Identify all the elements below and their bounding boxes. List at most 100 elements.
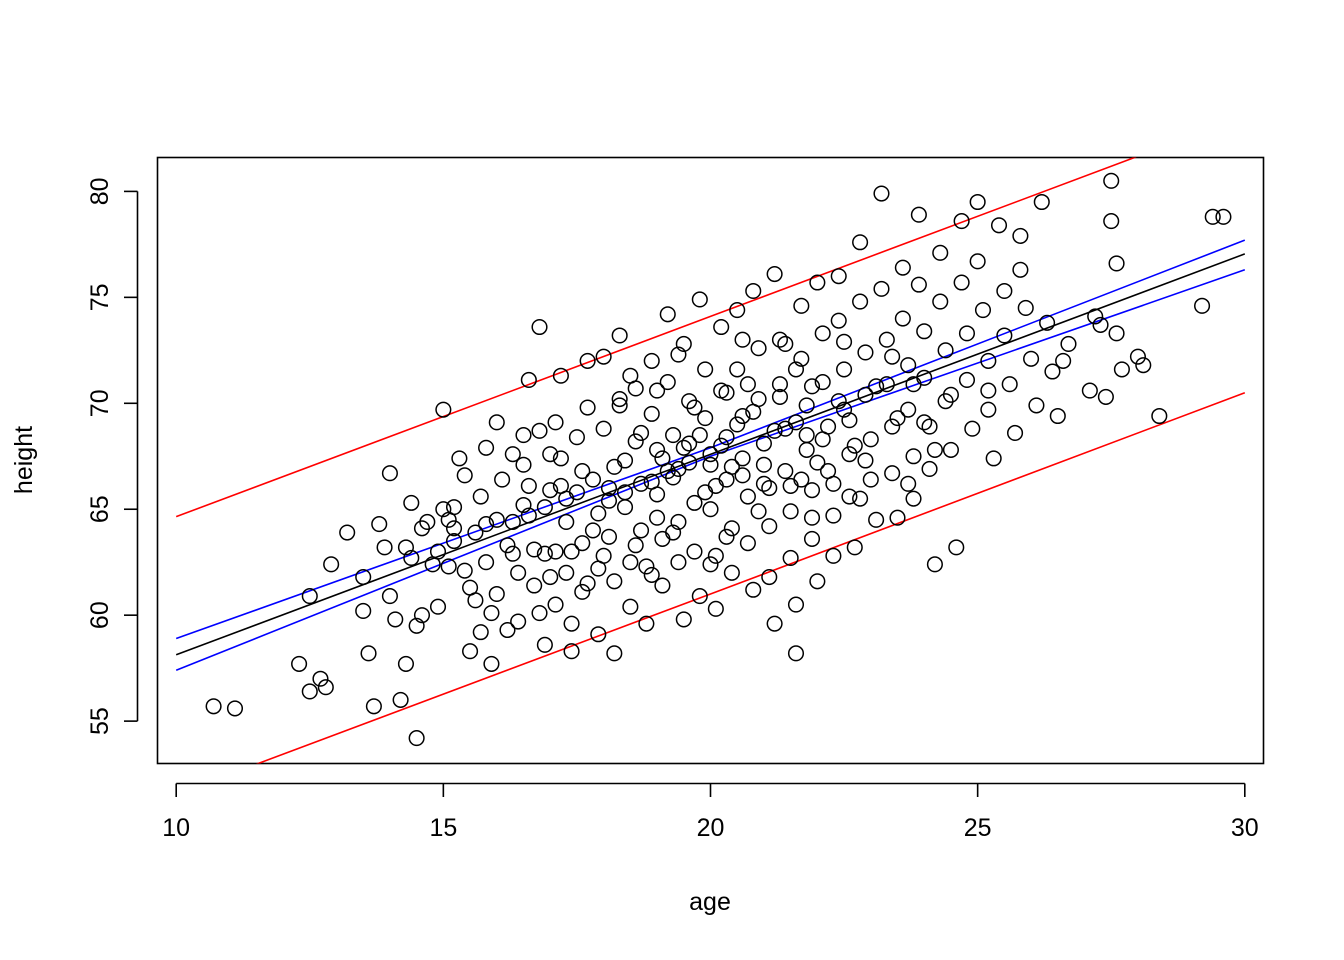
data-point	[606, 458, 623, 475]
data-point	[905, 448, 922, 465]
data-point	[787, 645, 805, 662]
data-point	[787, 361, 805, 378]
data-point	[990, 217, 1008, 234]
data-point	[670, 460, 687, 478]
data-point	[638, 615, 655, 632]
data-point	[718, 528, 735, 545]
data-point	[862, 471, 879, 488]
data-point	[627, 433, 644, 450]
data-point	[825, 475, 842, 492]
data-point	[526, 577, 543, 594]
data-point	[440, 558, 457, 575]
data-point	[659, 306, 676, 323]
data-point	[814, 325, 831, 342]
data-point	[916, 414, 933, 431]
data-point	[707, 547, 724, 564]
data-point	[862, 431, 879, 448]
data-point	[547, 414, 564, 431]
data-point	[665, 469, 682, 486]
data-point	[878, 376, 895, 393]
data-point	[745, 282, 762, 300]
data-point	[456, 562, 473, 579]
data-point	[761, 480, 778, 497]
data-point	[654, 577, 671, 594]
data-point	[739, 535, 756, 552]
data-point	[852, 490, 869, 507]
data-point	[1113, 361, 1130, 378]
data-point	[996, 327, 1013, 344]
data-point	[339, 524, 356, 541]
data-point	[429, 543, 447, 560]
data-point	[681, 435, 698, 452]
data-point	[739, 376, 756, 393]
data-point	[1092, 316, 1109, 333]
data-point	[371, 516, 388, 533]
data-point	[488, 414, 505, 431]
plot-frame	[156, 156, 1265, 765]
data-point	[649, 382, 666, 399]
data-point	[483, 605, 500, 622]
data-point	[702, 501, 719, 518]
data-point	[691, 291, 708, 308]
data-point	[1129, 348, 1146, 365]
data-point	[793, 350, 810, 367]
y-axis-title: height	[10, 426, 38, 494]
y-tick-label: 55	[86, 707, 114, 735]
data-point	[483, 655, 500, 672]
data-point	[1087, 308, 1104, 325]
data-point	[702, 456, 719, 473]
data-point	[574, 583, 591, 600]
data-point	[360, 645, 377, 662]
data-point	[787, 596, 805, 613]
data-point	[408, 617, 425, 634]
data-point	[894, 310, 911, 327]
data-point	[697, 484, 714, 501]
data-point	[697, 410, 714, 427]
data-point	[584, 471, 602, 488]
data-point	[563, 543, 580, 560]
data-point	[1108, 325, 1125, 342]
data-point	[745, 581, 762, 598]
data-point	[574, 535, 591, 552]
data-point	[782, 477, 799, 494]
data-point	[510, 564, 527, 581]
data-point	[643, 473, 660, 490]
data-point	[825, 547, 842, 564]
data-point	[980, 352, 997, 369]
data-point	[1007, 424, 1024, 442]
data-point	[916, 323, 933, 340]
data-point	[948, 539, 965, 556]
data-point	[574, 463, 591, 480]
data-point	[632, 424, 650, 442]
data-point	[226, 700, 244, 717]
data-point	[531, 605, 548, 622]
data-point	[616, 499, 634, 516]
data-point	[606, 573, 623, 590]
data-point	[445, 499, 463, 516]
data-point	[734, 407, 751, 425]
data-point	[723, 458, 740, 475]
data-point	[1081, 382, 1098, 399]
data-point	[905, 376, 922, 393]
data-point	[510, 613, 527, 630]
data-point	[809, 454, 826, 471]
data-point	[1151, 407, 1168, 425]
data-point	[515, 456, 532, 473]
data-point	[1039, 314, 1056, 331]
data-point	[745, 403, 762, 420]
data-point	[622, 598, 639, 615]
data-point	[798, 427, 815, 444]
data-point	[905, 490, 922, 507]
data-point	[387, 611, 404, 628]
data-point	[937, 342, 954, 359]
data-point	[921, 460, 938, 478]
data-point	[1103, 213, 1120, 230]
data-point	[857, 452, 874, 469]
data-point	[809, 573, 826, 590]
data-point	[670, 513, 687, 531]
data-point	[793, 297, 810, 314]
data-point	[857, 344, 874, 361]
data-point	[317, 679, 334, 696]
data-point	[1017, 299, 1034, 316]
data-point	[1012, 261, 1029, 278]
